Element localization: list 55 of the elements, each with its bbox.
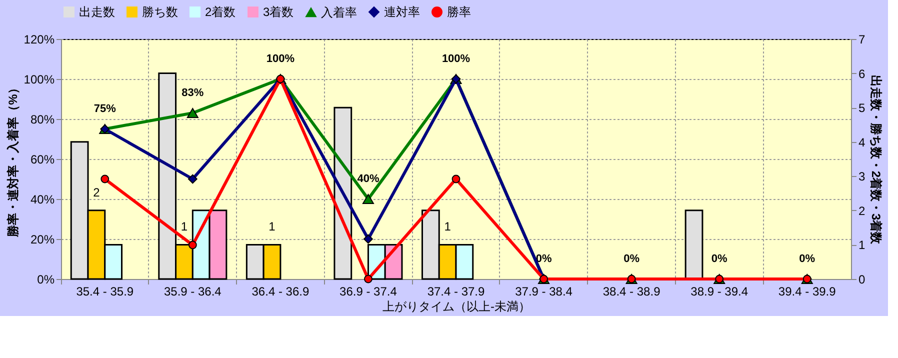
y2-tick-label: 7 <box>858 32 866 46</box>
legend-label: 入着率 <box>321 5 357 20</box>
point <box>188 174 198 184</box>
data-label: 0% <box>536 253 552 265</box>
y2-tick-label: 1 <box>858 238 866 252</box>
x-tick-label: 39.4 - 39.9 <box>778 284 836 298</box>
x-tick-label: 38.9 - 39.4 <box>690 284 748 298</box>
y2-tick-label: 5 <box>858 101 866 116</box>
x-tick-label: 35.4 - 35.9 <box>76 284 134 298</box>
data-label: 0% <box>711 253 728 265</box>
y2-axis-title: 出走数・勝ち数・2着数・3着数 <box>869 74 884 246</box>
point <box>100 174 110 184</box>
x-tick-label: 37.4 - 37.9 <box>427 284 486 298</box>
y-tick-label: 100% <box>24 72 55 86</box>
y2-tick-label: 3 <box>858 170 866 184</box>
y2-tick-label: 4 <box>858 135 866 150</box>
data-label: 2 <box>93 185 100 200</box>
data-label: 1 <box>444 220 452 234</box>
point <box>364 234 373 244</box>
x-tick-label: 37.9 - 38.4 <box>515 284 573 298</box>
legend-label: 3着数 <box>263 5 294 19</box>
data-label: 100% <box>266 53 295 65</box>
x-tick-label: 36.9 - 37.4 <box>340 284 398 298</box>
x-axis-title: 上がりタイム（以上-未満） <box>382 300 530 314</box>
x-tick-label: 38.4 - 38.9 <box>602 284 661 298</box>
point <box>188 240 197 250</box>
point <box>452 174 460 184</box>
y-axis-title: 勝率・連対率・入着率（%） <box>6 82 20 238</box>
data-label: 40% <box>357 173 380 185</box>
data-label: 100% <box>442 53 470 65</box>
data-label: 1 <box>180 220 188 234</box>
y-tick-label: 120% <box>24 32 55 46</box>
x-tick-label: 35.9 - 36.4 <box>164 284 222 298</box>
y2-tick-label: 2 <box>858 204 866 218</box>
point <box>186 108 198 118</box>
legend-label: 勝率 <box>447 5 471 19</box>
y-tick-label: 80% <box>30 112 55 126</box>
legend-label: 勝ち数 <box>142 5 178 19</box>
data-label: 83% <box>182 87 204 99</box>
y2-tick-label: 6 <box>858 66 866 81</box>
data-label: 0% <box>799 253 816 265</box>
point <box>362 194 374 204</box>
point <box>364 274 372 284</box>
x-tick-label: 36.4 - 36.9 <box>252 284 310 298</box>
legend-label: 2着数 <box>205 5 236 19</box>
y-tick-label: 0% <box>37 272 55 286</box>
data-label: 1 <box>268 220 276 234</box>
legend-label: 連対率 <box>384 5 420 19</box>
data-label: 75% <box>94 103 116 115</box>
data-label: 0% <box>624 253 640 265</box>
legend-label: 出走数 <box>79 5 115 19</box>
y-tick-label: 60% <box>30 152 55 166</box>
y2-tick-label: 0 <box>858 272 866 286</box>
y-tick-label: 20% <box>30 232 55 246</box>
y-tick-label: 40% <box>30 192 55 206</box>
